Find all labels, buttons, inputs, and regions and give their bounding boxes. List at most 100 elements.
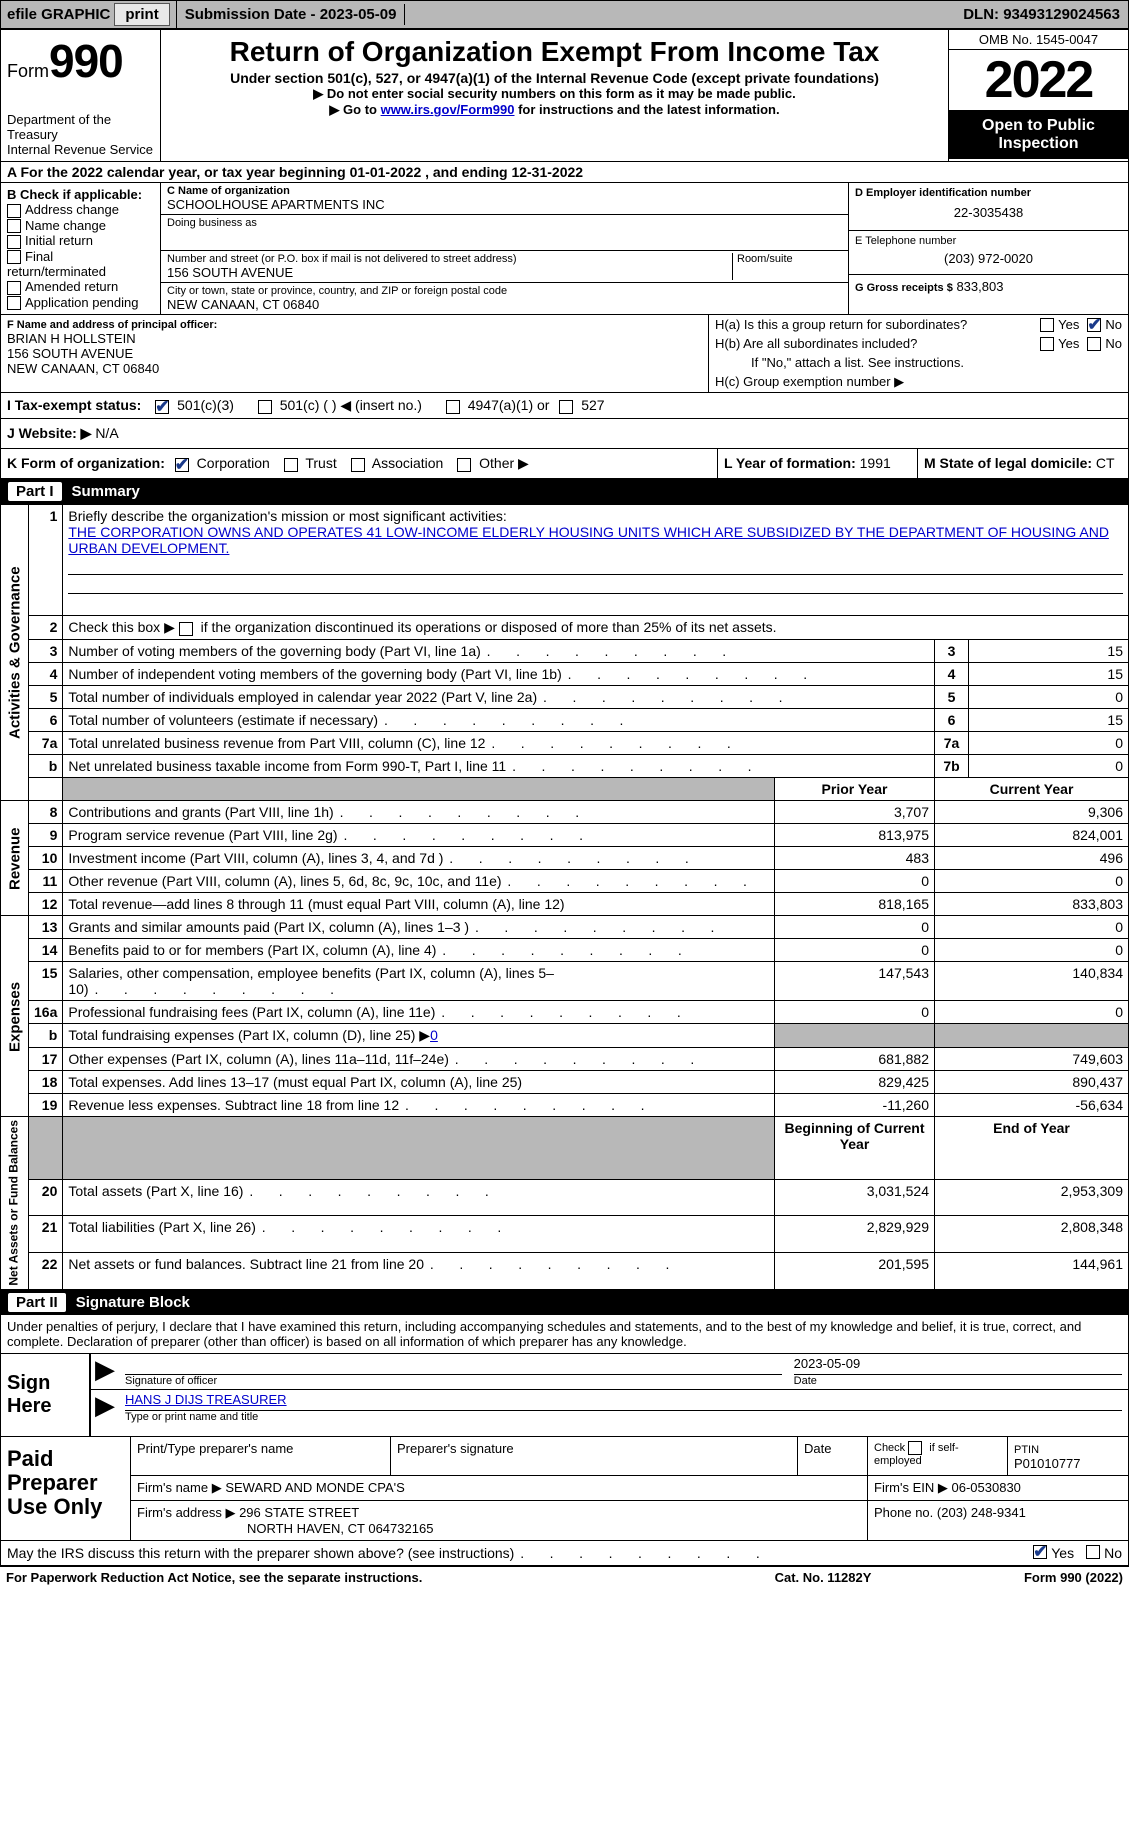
l-label: L Year of formation: (724, 455, 856, 471)
sig-date-cell: 2023-05-09 Date (788, 1354, 1128, 1389)
line-text: Other revenue (Part VIII, column (A), li… (63, 870, 775, 893)
checkbox-icon[interactable] (446, 400, 460, 414)
chk-name[interactable]: Name change (7, 218, 154, 234)
chk-label: Address change (25, 202, 119, 217)
current-val: 0 (935, 1001, 1129, 1024)
sign-here-label: Sign Here (1, 1354, 91, 1436)
discuss-text: May the IRS discuss this return with the… (7, 1545, 1033, 1561)
room-suite: Room/suite (732, 253, 842, 280)
ptin-label: PTIN (1014, 1444, 1039, 1456)
note-link: ▶ Go to www.irs.gov/Form990 for instruct… (167, 102, 942, 118)
checkbox-icon[interactable] (1040, 337, 1054, 351)
table-row: 7aTotal unrelated business revenue from … (1, 732, 1129, 755)
form-990: 990 (49, 35, 123, 87)
hc-row: H(c) Group exemption number ▶ (709, 372, 1128, 392)
k-trust: Trust (305, 455, 336, 471)
print-button[interactable]: print (114, 3, 169, 26)
yes-label: Yes (1051, 1545, 1074, 1561)
table-row: 20Total assets (Part X, line 16)3,031,52… (1, 1179, 1129, 1216)
dba-label: Doing business as (167, 217, 257, 248)
box-num: 6 (935, 709, 969, 732)
footer-form: Form 990 (2022) (923, 1570, 1123, 1585)
checkbox-icon[interactable] (457, 458, 471, 472)
line-num: 10 (29, 847, 63, 870)
box-num: 7b (935, 755, 969, 778)
line-num: 17 (29, 1048, 63, 1071)
box-num: 3 (935, 640, 969, 663)
org-name-row: C Name of organization SCHOOLHOUSE APART… (161, 183, 848, 215)
firm-ein-cell: Firm's EIN ▶ 06-0530830 (868, 1476, 1128, 1500)
current-val: 0 (935, 916, 1129, 939)
checkbox-icon[interactable] (1086, 1545, 1100, 1559)
officer-addr2: NEW CANAAN, CT 06840 (7, 361, 702, 376)
j-value: N/A (95, 425, 118, 441)
shaded-cell (29, 1117, 63, 1179)
chk-address[interactable]: Address change (7, 202, 154, 218)
table-row: 15Salaries, other compensation, employee… (1, 962, 1129, 1001)
sig-name-label: Type or print name and title (125, 1410, 1122, 1423)
checkbox-icon[interactable] (258, 400, 272, 414)
line-text: Salaries, other compensation, employee b… (63, 962, 775, 1001)
note-pre: ▶ Go to (329, 102, 380, 117)
line-num: 16a (29, 1001, 63, 1024)
link-0[interactable]: 0 (430, 1027, 438, 1043)
checkbox-icon[interactable] (179, 622, 193, 636)
box-num: 4 (935, 663, 969, 686)
paid-row-1: Print/Type preparer's name Preparer's si… (131, 1437, 1128, 1476)
phone-row: E Telephone number (203) 972-0020 (849, 231, 1128, 275)
ein-label: D Employer identification number (855, 187, 1122, 199)
city-label: City or town, state or province, country… (167, 285, 842, 297)
checkbox-icon[interactable] (1087, 337, 1101, 351)
chk-initial[interactable]: Initial return (7, 233, 154, 249)
line-num: 15 (29, 962, 63, 1001)
gross-value: 833,803 (956, 279, 1003, 294)
line-num (29, 778, 63, 801)
efile-label: efile GRAPHIC (7, 6, 110, 23)
chk-final[interactable]: Final return/terminated (7, 249, 154, 280)
form-title: Return of Organization Exempt From Incom… (167, 36, 942, 68)
vlabel-ag: Activities & Governance (1, 505, 29, 801)
table-row: 2 Check this box ▶ if the organization d… (1, 616, 1129, 640)
arrow-icon: ▶ (91, 1354, 119, 1389)
sig-officer-label: Signature of officer (125, 1374, 782, 1387)
row-i: I Tax-exempt status: 501(c)(3) 501(c) ( … (0, 393, 1129, 419)
checkbox-icon[interactable] (559, 400, 573, 414)
chk-pending[interactable]: Application pending (7, 295, 154, 311)
firm-addr-label: Firm's address ▶ (137, 1505, 235, 1520)
current-val: 890,437 (935, 1071, 1129, 1094)
no-label: No (1105, 317, 1122, 332)
prior-val: 0 (775, 939, 935, 962)
chk-amended[interactable]: Amended return (7, 279, 154, 295)
checkbox-icon[interactable] (284, 458, 298, 472)
line-num: 14 (29, 939, 63, 962)
part1-title: Summary (72, 483, 140, 500)
line-value: 15 (969, 663, 1129, 686)
table-row: 18Total expenses. Add lines 13–17 (must … (1, 1071, 1129, 1094)
line-text: Investment income (Part VIII, column (A)… (63, 847, 775, 870)
ein-row: D Employer identification number 22-3035… (849, 183, 1128, 231)
checkbox-icon[interactable] (908, 1441, 922, 1455)
line-num: 7a (29, 732, 63, 755)
line-text: Net assets or fund balances. Subtract li… (63, 1253, 775, 1290)
line-num: 19 (29, 1094, 63, 1117)
current-val: 749,603 (935, 1048, 1129, 1071)
checkbox-checked-icon[interactable] (1087, 318, 1101, 332)
table-row: 22Net assets or fund balances. Subtract … (1, 1253, 1129, 1290)
table-row: 5Total number of individuals employed in… (1, 686, 1129, 709)
checkbox-icon[interactable] (1040, 318, 1054, 332)
m-value: CT (1096, 455, 1115, 471)
line-text: Number of independent voting members of … (63, 663, 935, 686)
checkbox-icon (7, 235, 21, 249)
form-word: Form (7, 61, 49, 81)
k-other: Other ▶ (479, 455, 529, 471)
part2-header: Part II Signature Block (0, 1290, 1129, 1315)
checkbox-icon[interactable] (351, 458, 365, 472)
checkbox-checked-icon[interactable] (155, 400, 169, 414)
room-label: Room/suite (737, 253, 842, 265)
t16b: Total fundraising expenses (Part IX, col… (68, 1027, 430, 1043)
checkbox-checked-icon[interactable] (175, 458, 189, 472)
self-emp-cell: Check if self-employed (868, 1437, 1008, 1475)
checkbox-checked-icon[interactable] (1033, 1545, 1047, 1559)
box-num: 7a (935, 732, 969, 755)
irs-link[interactable]: www.irs.gov/Form990 (381, 102, 515, 117)
